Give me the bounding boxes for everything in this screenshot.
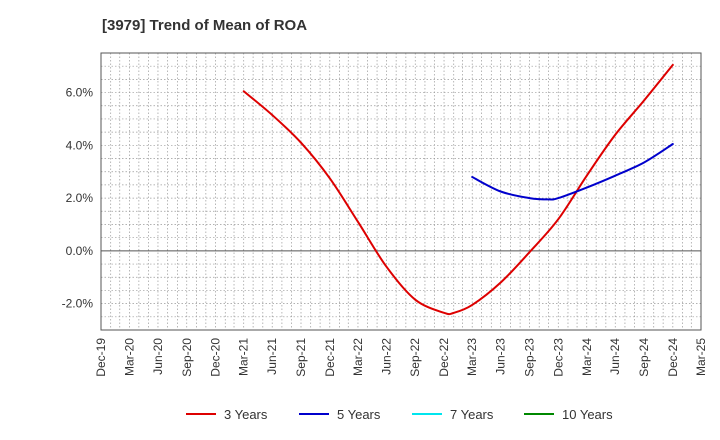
- x-tick-label: Jun-21: [265, 338, 279, 375]
- legend-item-10-years: 10 Years: [524, 407, 613, 422]
- y-axis-ticks: 6.0% 4.0% 2.0% 0.0% -2.0%: [62, 86, 94, 311]
- series-line-5-years: [471, 143, 674, 201]
- x-tick-label: Mar-24: [580, 338, 594, 376]
- plot-border: [100, 52, 702, 331]
- x-tick-label: Sep-22: [408, 338, 422, 377]
- x-tick-label: Mar-20: [122, 338, 136, 376]
- x-tick-label: Dec-19: [94, 338, 108, 377]
- x-tick-label: Dec-23: [551, 338, 565, 377]
- x-tick-label: Sep-23: [522, 338, 536, 377]
- legend-label: 10 Years: [562, 407, 613, 422]
- chart-title: [3979] Trend of Mean of ROA: [102, 17, 307, 34]
- x-tick-label: Dec-24: [666, 338, 680, 377]
- x-axis-ticks: Dec-19 Mar-20 Jun-20 Sep-20 Dec-20 Mar-21 Jun-…: [94, 338, 708, 377]
- x-tick-label: Mar-23: [465, 338, 479, 376]
- y-tick-label: 0.0%: [66, 244, 94, 258]
- x-tick-label: Jun-20: [151, 338, 165, 375]
- x-tick-label: Dec-22: [437, 338, 451, 377]
- legend: 3 Years 5 Years 7 Years 10 Years: [186, 407, 613, 422]
- x-tick-label: Dec-21: [323, 338, 337, 377]
- y-tick-label: 2.0%: [66, 191, 94, 205]
- plot-frame: [101, 53, 701, 330]
- legend-label: 3 Years: [224, 407, 268, 422]
- legend-label: 5 Years: [337, 407, 381, 422]
- y-tick-label: 6.0%: [66, 86, 94, 100]
- legend-item-5-years: 5 Years: [299, 407, 381, 422]
- x-tick-label: Jun-23: [494, 338, 508, 375]
- legend-item-7-years: 7 Years: [412, 407, 494, 422]
- series-layer: [242, 63, 674, 316]
- legend-item-3-years: 3 Years: [186, 407, 268, 422]
- y-tick-label: 4.0%: [66, 138, 94, 152]
- x-tick-label: Sep-24: [637, 338, 651, 377]
- series-line-3-years: [242, 63, 674, 316]
- legend-label: 7 Years: [450, 407, 494, 422]
- x-tick-label: Jun-24: [608, 338, 622, 375]
- x-tick-label: Sep-20: [180, 338, 194, 377]
- x-tick-label: Mar-21: [237, 338, 251, 376]
- x-tick-label: Jun-22: [379, 338, 393, 375]
- x-tick-label: Sep-21: [294, 338, 308, 377]
- plot-area: [100, 52, 702, 331]
- y-tick-label: -2.0%: [62, 297, 94, 311]
- x-tick-label: Mar-25: [694, 338, 708, 376]
- x-tick-label: Mar-22: [351, 338, 365, 376]
- x-tick-label: Dec-20: [209, 338, 223, 377]
